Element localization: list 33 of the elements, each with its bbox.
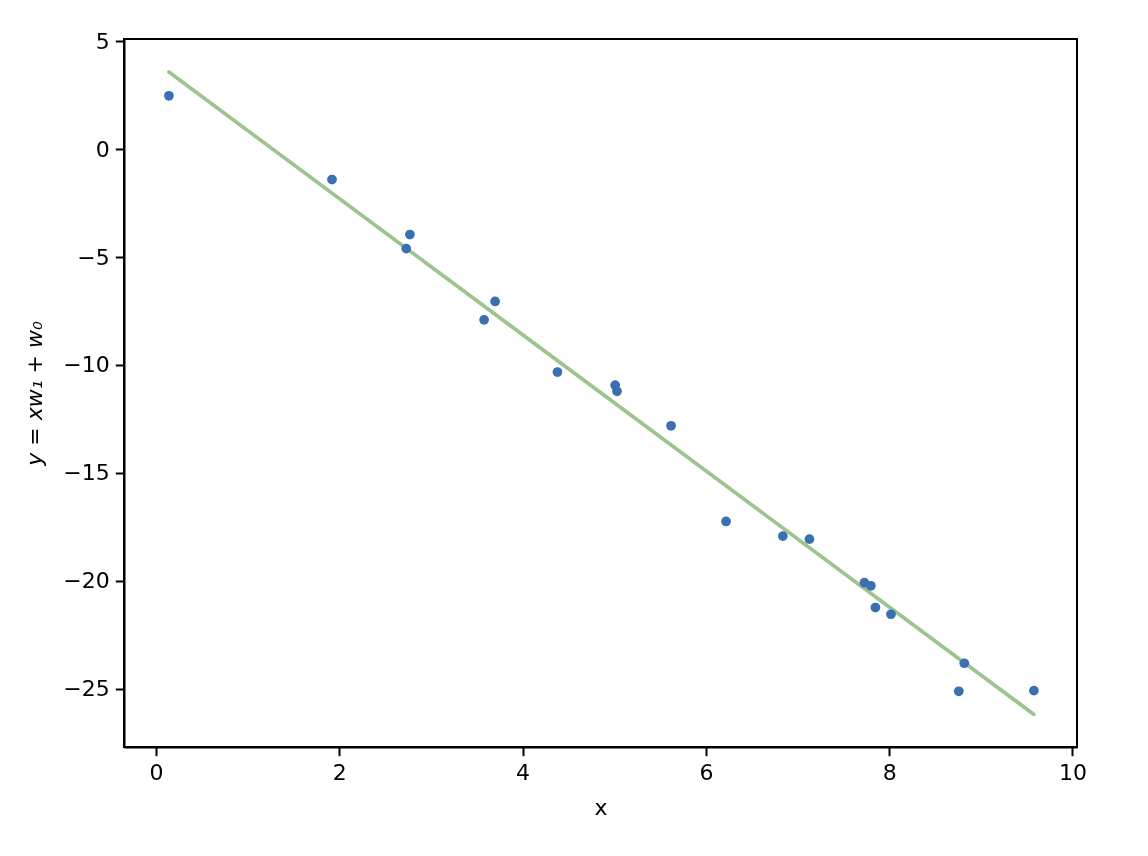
point (666, 420, 676, 431)
point (804, 534, 815, 544)
x-tick-label: 6 (699, 760, 714, 786)
point (164, 90, 174, 101)
x-tick-label: 4 (516, 760, 531, 786)
point (777, 531, 788, 541)
x-tick-label: 0 (149, 760, 164, 786)
y-tick-label: 5 (95, 28, 110, 54)
point (870, 602, 881, 613)
point (612, 386, 622, 397)
x-axis-title: x (594, 795, 608, 821)
point (886, 609, 896, 620)
point (490, 296, 500, 307)
y-tick-label: −25 (63, 676, 110, 702)
y-tick-label: −10 (63, 352, 110, 378)
x-tick-label: 2 (332, 760, 347, 786)
y-tick-label: −5 (77, 244, 110, 270)
point (865, 580, 876, 591)
y-tick-label: 0 (95, 136, 110, 162)
point (327, 174, 337, 185)
y-tick-label: −15 (63, 460, 110, 486)
point (552, 367, 563, 377)
point (1029, 685, 1039, 696)
point (721, 516, 731, 527)
point (479, 314, 489, 325)
point (405, 229, 415, 240)
point (959, 658, 970, 669)
y-tick-label: −20 (63, 568, 110, 594)
point (953, 686, 964, 697)
x-tick-label: 8 (882, 760, 897, 786)
y-axis-title: y = xw₁ + w₀ (22, 321, 48, 467)
point (401, 243, 412, 254)
x-tick-label: 10 (1058, 760, 1087, 786)
